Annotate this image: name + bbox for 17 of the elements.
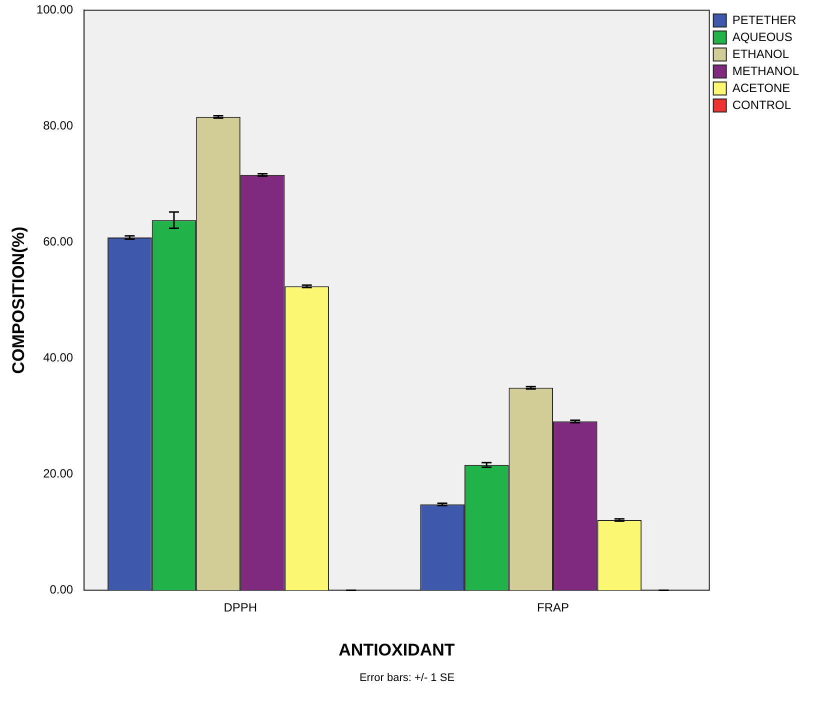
x-tick-label: FRAP	[537, 600, 570, 615]
y-tick-label: 100.00	[36, 2, 74, 17]
y-axis-title: COMPOSITION(%)	[8, 226, 28, 374]
y-tick-label: 20.00	[43, 466, 74, 481]
x-tick-label: DPPH	[224, 600, 258, 615]
legend-label: CONTROL	[732, 98, 792, 112]
y-tick-label: 40.00	[43, 350, 74, 365]
x-axis-title: ANTIOXIDANT	[338, 640, 456, 660]
legend-label: AQUEOUS	[732, 30, 792, 44]
text: Error bars: +/- 1 SE	[358, 672, 456, 684]
legend-label: ETHANOL	[732, 46, 790, 61]
legend-label: ACETONE	[732, 80, 790, 95]
y-tick-label: 80.00	[43, 118, 74, 133]
y-tick-label: 0.00	[50, 582, 74, 597]
y-tick-label: 60.00	[43, 234, 74, 249]
legend-label: METHANOL	[732, 64, 800, 78]
legend-label: PETETHER	[732, 12, 797, 27]
